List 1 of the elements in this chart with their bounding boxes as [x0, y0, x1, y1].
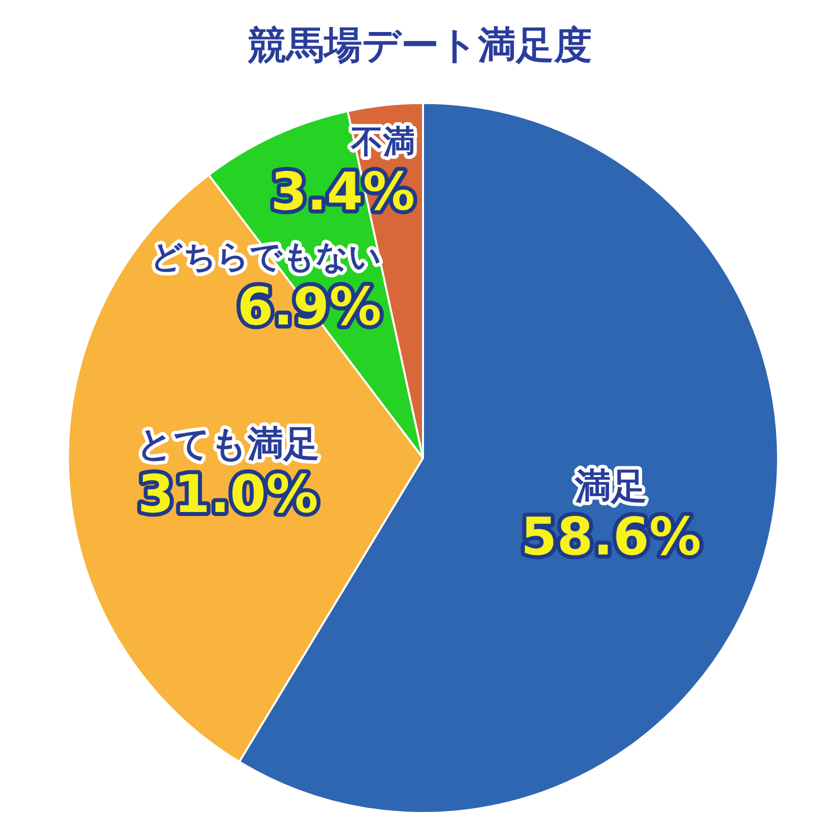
chart-title: 競馬場デート満足度 — [247, 23, 592, 68]
